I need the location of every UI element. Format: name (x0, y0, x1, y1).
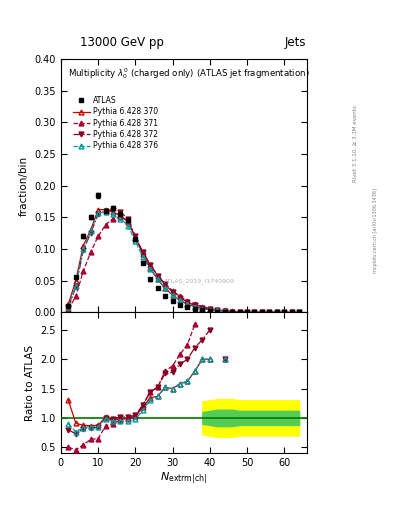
Text: ATLAS_2019_I1740909: ATLAS_2019_I1740909 (164, 278, 235, 284)
Text: mcplots.cern.ch [arXiv:1306.3436]: mcplots.cern.ch [arXiv:1306.3436] (373, 188, 378, 273)
Text: 13000 GeV pp: 13000 GeV pp (80, 36, 164, 49)
Y-axis label: Ratio to ATLAS: Ratio to ATLAS (25, 345, 35, 421)
X-axis label: $N_{\mathrm{extrm|ch|}}$: $N_{\mathrm{extrm|ch|}}$ (160, 471, 207, 486)
Text: Jets: Jets (285, 36, 307, 49)
Text: Rivet 3.1.10, ≥ 3.3M events: Rivet 3.1.10, ≥ 3.3M events (353, 105, 358, 182)
Y-axis label: fraction/bin: fraction/bin (19, 156, 29, 216)
Legend: ATLAS, Pythia 6.428 370, Pythia 6.428 371, Pythia 6.428 372, Pythia 6.428 376: ATLAS, Pythia 6.428 370, Pythia 6.428 37… (70, 93, 162, 154)
Text: Multiplicity $\lambda_0^0$ (charged only) (ATLAS jet fragmentation): Multiplicity $\lambda_0^0$ (charged only… (68, 67, 310, 81)
